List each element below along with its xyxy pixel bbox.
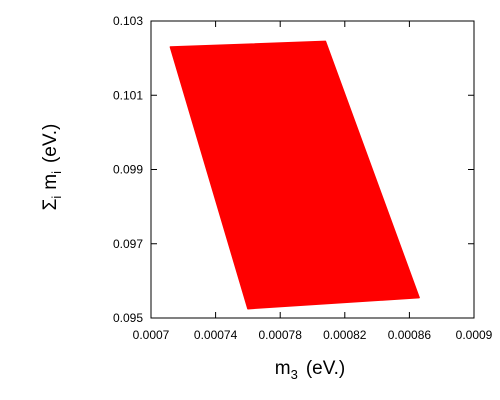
y-axis-label: Σimi(eV.)	[40, 124, 64, 211]
y-tick-label: 0.099	[113, 163, 143, 177]
x-tick-label: 0.00078	[259, 328, 303, 342]
x-tick-label: 0.00074	[194, 328, 238, 342]
plot-region	[169, 40, 420, 310]
x-tick-label: 0.00086	[388, 328, 432, 342]
y-axis-ticks: 0.095 0.097 0.099 0.101 0.103	[113, 14, 474, 325]
x-axis-ticks: 0.0007 0.00074 0.00078 0.00082 0.00086 0.0009	[133, 21, 493, 342]
y-tick-label: 0.095	[113, 311, 143, 325]
x-tick-label: 0.0009	[456, 328, 493, 342]
y-tick-label: 0.097	[113, 237, 143, 251]
x-tick-label: 0.0007	[133, 328, 170, 342]
y-tick-label: 0.101	[113, 88, 143, 102]
x-tick-label: 0.00082	[323, 328, 367, 342]
x-axis-label: m3 (eV.)	[275, 358, 346, 382]
allowed-region-0	[169, 40, 420, 310]
y-tick-label: 0.103	[113, 14, 143, 28]
